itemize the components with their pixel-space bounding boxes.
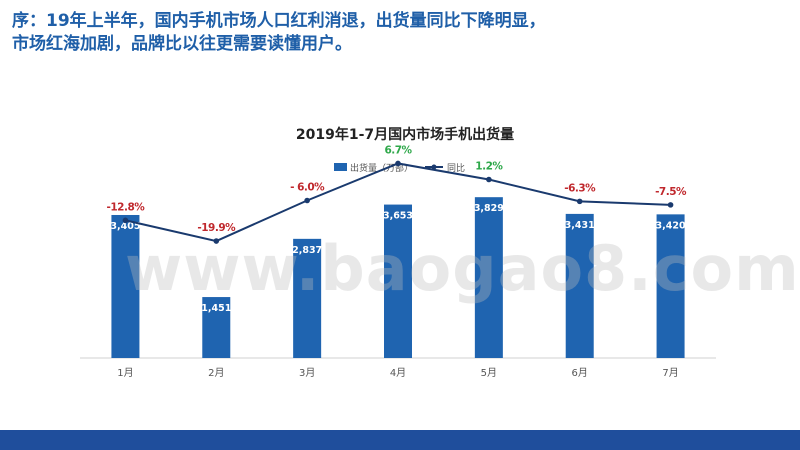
headline-line-1: 序：19年上半年，国内手机市场人口红利消退，出货量同比下降明显， (12, 11, 546, 31)
bar-5 (474, 197, 503, 358)
bar-1 (111, 214, 140, 358)
yoy-point-6 (576, 198, 583, 205)
yoy-value-label: 6.7% (384, 144, 412, 156)
bar-3 (293, 238, 322, 358)
headline: 序：19年上半年，国内手机市场人口红利消退，出货量同比下降明显， 市场红海加剧，… (12, 10, 782, 56)
bar-value-label: 3,420 (656, 220, 686, 231)
yoy-point-3 (304, 197, 310, 204)
x-tick-label: 2月 (208, 367, 224, 379)
bar-value-label: 3,653 (383, 211, 413, 222)
x-tick-label: 6月 (572, 367, 588, 379)
bar-4 (384, 204, 412, 358)
bar-value-label: 2,837 (292, 245, 322, 256)
bar-value-label: 1,451 (201, 303, 231, 314)
bar-value-label: 3,405 (110, 221, 140, 232)
yoy-value-label: -6.3% (564, 182, 596, 194)
legend-bar-swatch (334, 163, 347, 171)
bar-6 (565, 213, 594, 358)
legend-line-label: 同比 (447, 162, 465, 174)
bar-7 (656, 214, 685, 358)
bar-value-label: 3,431 (565, 220, 595, 231)
yoy-point-7 (667, 202, 674, 208)
yoy-point-5 (486, 176, 492, 183)
yoy-point-1 (122, 217, 129, 224)
x-tick-label: 5月 (481, 367, 497, 379)
yoy-value-label: 1.2% (475, 161, 503, 173)
chart-title: 2019年1-7月国内市场手机出货量 (296, 126, 514, 143)
yoy-point-4 (395, 160, 401, 167)
yoy-value-label: -7.5% (655, 186, 687, 198)
x-tick-label: 4月 (390, 367, 406, 379)
yoy-point-2 (213, 238, 220, 244)
headline-line-2: 市场红海加剧，品牌比以往更需要读懂用户。 (12, 34, 352, 54)
yoy-value-label: -12.8% (107, 201, 146, 213)
legend-line-marker (431, 164, 437, 170)
bar-2 (202, 297, 231, 358)
chart-marks: 3,405 1月 1,451 2月 2,837 3月 3,653 4月 3,829 5月 3,431… (80, 144, 716, 379)
bar-value-label: 3,829 (474, 203, 504, 214)
x-tick-label: 1月 (117, 367, 133, 379)
footer-bar (0, 430, 800, 450)
yoy-value-label: -19.9% (197, 222, 236, 234)
yoy-value-label: - 6.0% (290, 182, 325, 194)
x-tick-label: 7月 (662, 367, 678, 379)
x-tick-label: 3月 (299, 367, 315, 379)
